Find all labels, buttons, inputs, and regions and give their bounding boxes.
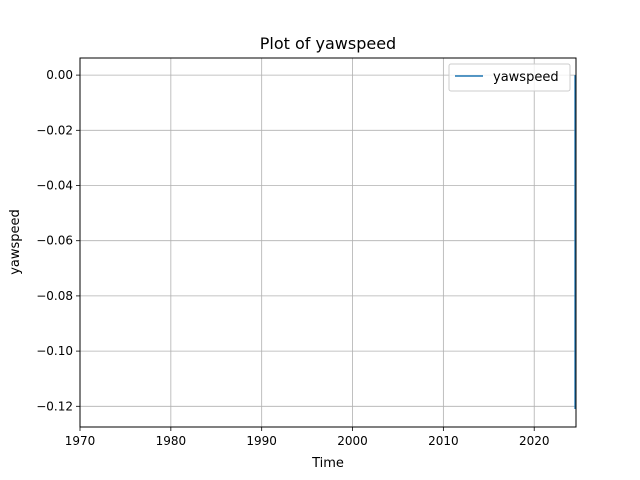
grid-lines [79, 58, 576, 427]
legend-box [448, 63, 571, 92]
x-tick-label: 1990 [246, 434, 277, 448]
y-tick-label: −0.10 [36, 344, 73, 358]
x-tick-label: 2000 [337, 434, 368, 448]
x-axis-label: Time [311, 456, 344, 471]
x-axis-ticks: 1970 1980 1990 2000 2010 2020 [65, 427, 550, 448]
legend: yawspeed [448, 63, 571, 92]
x-tick-label: 2020 [519, 434, 550, 448]
plot-area-frame [79, 57, 577, 428]
x-tick-label: 2010 [428, 434, 459, 448]
y-tick-label: −0.12 [36, 399, 73, 413]
chart-title: Plot of yawspeed [260, 34, 396, 53]
legend-label: yawspeed [493, 70, 559, 85]
y-tick-label: −0.02 [36, 123, 73, 137]
y-tick-label: −0.06 [36, 234, 73, 248]
y-axis-ticks: 0.00 −0.02 −0.04 −0.06 −0.08 −0.10 −0.12 [36, 68, 80, 413]
x-tick-label: 1980 [156, 434, 187, 448]
y-tick-label: 0.00 [46, 68, 73, 82]
y-tick-label: −0.08 [36, 289, 73, 303]
y-axis-label: yawspeed [8, 209, 23, 275]
x-tick-label: 1970 [65, 434, 96, 448]
y-tick-label: −0.04 [36, 179, 73, 193]
